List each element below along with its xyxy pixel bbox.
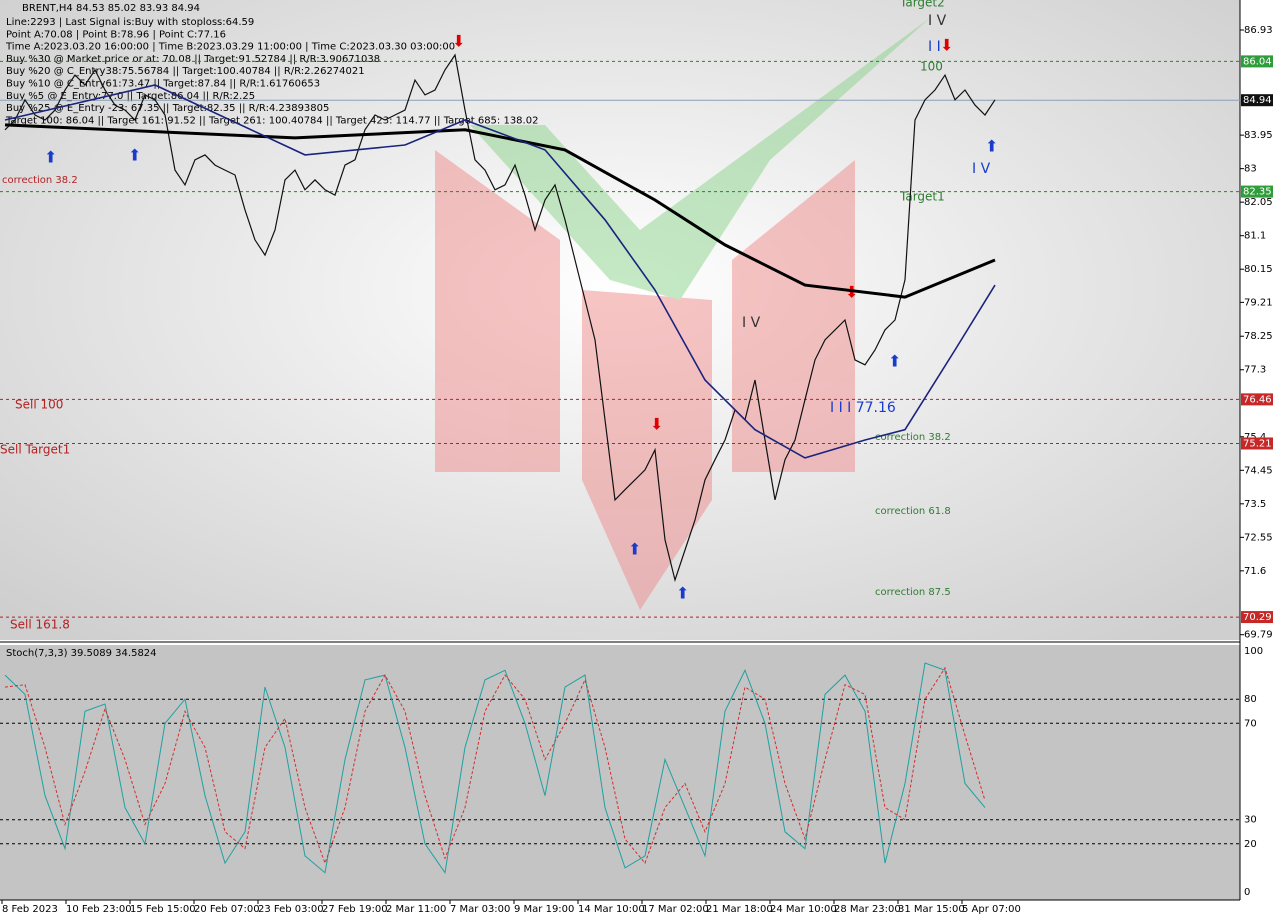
level-box [1241,94,1273,107]
buy-arrow: ⬆ [676,584,689,603]
y-tick-label: 0 [1244,887,1250,898]
buy-arrow: ⬆ [128,146,141,165]
x-tick-label: 24 Mar 10:00 [770,904,837,915]
info-line: Time A:2023.03.20 16:00:00 | Time B:2023… [5,42,455,53]
x-tick-label: 28 Mar 23:00 [834,904,901,915]
y-tick-label: 82.05 [1244,197,1273,208]
level-box [1241,55,1273,68]
level-label: 82.35 [1243,187,1272,198]
annotation: I I I 77.16 [830,400,896,416]
info-block: Line:2293 | Last Signal is:Buy with stop… [5,17,538,126]
y-tick-label: 83.95 [1244,130,1273,141]
info-line: Buy %20 @ C_Entry38:75.56784 || Target:1… [6,66,365,77]
annotation: Sell 100 [15,398,63,412]
annotation: I V [928,13,947,29]
annotation: I V [972,161,991,177]
buy-arrow: ⬆ [985,137,998,156]
level-label: 86.04 [1243,56,1272,67]
sell-arrow: ⬇ [452,32,465,51]
y-tick-label: 70 [1244,718,1257,729]
y-tick-label: 71.6 [1244,566,1266,577]
x-tick-label: 31 Mar 15:00 [898,904,965,915]
y-tick-label: 72.55 [1244,532,1273,543]
y-tick-label: 81.1 [1244,231,1266,242]
series-line [4,123,996,299]
symbol-line: BRENT,H4 84.53 85.02 83.93 84.94 [22,3,200,14]
y-tick-label: 100 [1244,646,1263,657]
y-tick-label: 78.25 [1244,331,1273,342]
x-tick-label: 2 Mar 11:00 [386,904,446,915]
y-tick-label: 77.3 [1244,365,1266,376]
info-line: Line:2293 | Last Signal is:Buy with stop… [6,17,254,28]
level-box [1241,185,1273,198]
x-tick-label: 10 Feb 23:00 [66,904,132,915]
level-box [1241,437,1273,450]
pattern-shapes [435,18,930,610]
stoch-title: Stoch(7,3,3) 39.5089 34.5824 [6,648,157,659]
x-tick-label: 21 Mar 18:00 [706,904,773,915]
series-line [4,666,986,865]
y-tick-label: 86.93 [1244,25,1273,36]
sell-arrow: ⬇ [650,415,663,434]
info-line: Buy %30 @ Market price or at: 70.08 || T… [6,54,380,65]
y-tick-label: 74.45 [1244,465,1273,476]
info-line: Buy %5 @ E_Entry:77.0 || Target:86.04 ||… [6,91,255,102]
level-label: 70.29 [1243,612,1272,623]
annotation: 100 [920,60,943,74]
y-tick-label: 80.15 [1244,264,1273,275]
price-panel [0,0,1240,640]
y-tick-label: 73.5 [1244,499,1266,510]
stoch-panel [0,645,1240,900]
y-tick-label: 75.4 [1244,432,1266,443]
x-tick-label: 7 Mar 03:00 [450,904,510,915]
info-line: Buy %10 @ C_Entry61:73.47 || Target:87.8… [6,79,320,90]
annotation: Target2 [899,0,945,10]
y-tick-label: 20 [1244,839,1257,850]
x-tick-label: 8 Feb 2023 [2,904,58,915]
x-tick-label: 27 Feb 19:00 [322,904,388,915]
level-label: 76.46 [1243,394,1272,405]
annotation: Sell Target1 [0,443,70,457]
signal-arrows: ⬆ ⬆ ⬇ ⬆ ⬆ ⬇ ⬇ ⬆ ⬆ ⬇ [44,32,998,603]
annotation: correction 38.2 [875,432,951,443]
buy-arrow: ⬆ [628,540,641,559]
info-line: Target 100: 86.04 || Target 161: 91.52 |… [5,115,538,126]
x-tick-label: 14 Mar 10:00 [578,904,645,915]
x-tick-label: 17 Mar 02:00 [642,904,709,915]
info-line: Buy %25 @ E_Entry -23: 67.35 || Target:8… [6,103,329,114]
annotation: Sell 161.8 [10,618,70,632]
annotation: correction 61.8 [875,506,951,517]
level-label: 84.94 [1243,95,1272,106]
x-tick-label: 23 Feb 03:00 [258,904,324,915]
x-tick-label: 20 Feb 07:00 [194,904,260,915]
y-tick-label: 80 [1244,694,1257,705]
x-tick-label: 9 Mar 19:00 [514,904,574,915]
y-tick-label: 30 [1244,815,1257,826]
buy-arrow: ⬆ [44,148,57,167]
annotation: I I [928,39,941,55]
sell-arrow: ⬇ [940,36,953,55]
annotation: correction 87.5 [875,587,951,598]
series-line [4,53,996,583]
level-label: 75.21 [1243,438,1272,449]
x-tick-label: 5 Apr 07:00 [962,904,1021,915]
series-line [4,84,996,459]
level-box [1241,611,1273,624]
y-tick-label: 79.21 [1244,297,1273,308]
buy-arrow: ⬆ [888,352,901,371]
y-tick-label: 83 [1244,164,1257,175]
x-tick-label: 15 Feb 15:00 [130,904,196,915]
annotation: correction 38.2 [2,175,78,186]
y-tick-label: 69.79 [1244,630,1273,641]
level-box [1241,393,1273,406]
info-line: Point A:70.08 | Point B:78.96 | Point C:… [6,29,226,40]
annotation: I V [742,315,761,331]
series-line [4,662,986,875]
